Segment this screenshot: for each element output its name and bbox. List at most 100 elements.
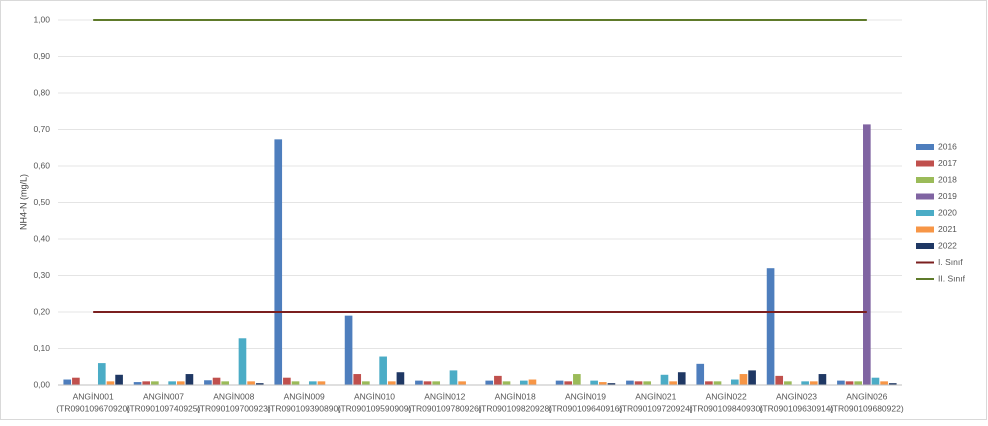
legend-label: I. Sınıf [938, 257, 963, 267]
x-tick-code: (TR090109640916) [549, 403, 623, 413]
legend-label: II. Sınıf [938, 273, 966, 283]
y-tick-label: 0,90 [33, 51, 50, 61]
x-tick-code: (TR090109630914) [760, 403, 834, 413]
bar [142, 381, 151, 385]
legend-swatch [916, 243, 934, 249]
bar [880, 381, 888, 385]
bar [669, 381, 677, 385]
x-tick-code: (TR090109840930) [689, 403, 763, 413]
legend-label: 2022 [938, 240, 957, 250]
legend-label: 2021 [938, 224, 957, 234]
bar [168, 381, 176, 385]
bar [115, 374, 123, 385]
x-tick-label: ANGİN026 [846, 391, 887, 401]
bar [739, 374, 748, 385]
bar [871, 377, 880, 385]
y-tick-label: 0,20 [33, 306, 50, 316]
legend-label: 2017 [938, 158, 957, 168]
bar [854, 381, 863, 385]
y-tick-label: 0,60 [33, 160, 50, 170]
x-tick-code: (TR090109390890) [267, 403, 341, 413]
bar [247, 381, 255, 385]
legend-swatch [916, 193, 934, 200]
bar [519, 380, 528, 385]
bar [106, 381, 115, 385]
legend-swatch [916, 177, 934, 183]
x-tick-label: ANGİN007 [143, 391, 184, 401]
y-tick-label: 0,50 [33, 197, 50, 207]
bar [730, 379, 739, 385]
bar [626, 380, 634, 385]
x-tick-label: ANGİN018 [495, 391, 536, 401]
bar [387, 381, 396, 385]
x-tick-code: (TR090109720924) [619, 403, 693, 413]
legend-label: 2020 [938, 207, 957, 217]
bar [283, 377, 291, 385]
x-tick-label: ANGİN022 [706, 391, 747, 401]
bar [696, 363, 705, 385]
bar [634, 381, 643, 385]
bar [274, 139, 283, 385]
bar [748, 370, 756, 385]
x-tick-label: ANGİN010 [354, 391, 395, 401]
legend-label: 2016 [938, 141, 957, 151]
bar [317, 381, 326, 385]
bar [221, 381, 230, 385]
y-axis-title: NH4-N (mg/L) [18, 174, 28, 230]
x-tick-label: ANGİN021 [635, 391, 676, 401]
bar [845, 381, 854, 385]
bar [502, 381, 511, 385]
bar [863, 124, 871, 385]
legend-label: 2018 [938, 174, 957, 184]
x-tick-code: (TR090109780926) [408, 403, 482, 413]
x-tick-code: (TR090109700923) [197, 403, 271, 413]
bar [590, 380, 598, 385]
bar [528, 379, 537, 385]
bar [555, 380, 564, 385]
bar [185, 374, 194, 385]
bar [432, 381, 441, 385]
bar [151, 381, 159, 385]
bar [63, 379, 72, 385]
x-tick-code: (TR090109680922) [830, 403, 904, 413]
bar [564, 381, 573, 385]
bar [255, 383, 264, 385]
x-tick-code: (TR090109740925) [127, 403, 201, 413]
y-tick-label: 0,10 [33, 343, 50, 353]
y-tick-label: 0,80 [33, 87, 50, 97]
legend-swatch [916, 160, 934, 167]
bar [133, 382, 142, 385]
x-tick-code: (TR090109590909) [338, 403, 412, 413]
bar [705, 381, 713, 385]
bar [308, 381, 317, 385]
bar [494, 375, 502, 385]
bar [176, 381, 185, 385]
bar [598, 382, 607, 385]
y-tick-label: 0,30 [33, 270, 50, 280]
y-tick-label: 0,70 [33, 124, 50, 134]
bar [573, 374, 581, 385]
bar [212, 377, 221, 385]
x-tick-label: ANGİN009 [284, 391, 325, 401]
bar [423, 381, 432, 385]
bar [396, 372, 405, 385]
bar [677, 372, 686, 385]
bar [888, 383, 897, 385]
y-tick-label: 0,00 [33, 379, 50, 389]
bar [766, 268, 775, 385]
x-tick-label: ANGİN023 [776, 391, 817, 401]
bar [362, 381, 370, 385]
x-tick-label: ANGİN008 [213, 391, 254, 401]
bar [204, 380, 212, 385]
bar [809, 381, 818, 385]
bar [818, 374, 827, 385]
bar [458, 381, 466, 385]
bar [713, 381, 722, 385]
bar [415, 380, 423, 385]
x-tick-label: ANGİN012 [424, 391, 465, 401]
x-tick-code: (TR090109670920) [56, 403, 130, 413]
y-tick-label: 1,00 [33, 14, 50, 24]
x-tick-code: (TR090109820928) [478, 403, 552, 413]
